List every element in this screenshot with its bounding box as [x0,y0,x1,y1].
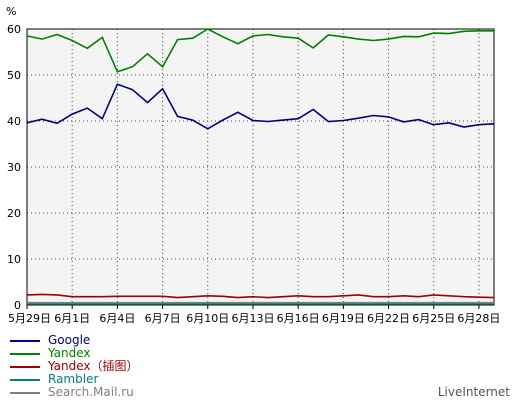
x-tick-label: 6月7日 [145,312,181,325]
x-tick-label: 6月4日 [99,312,135,325]
legend: Google Yandex Yandex（插图） Rambler Search.Mail… [10,334,139,399]
x-tick-label: 6月28日 [457,312,500,325]
legend-item: Google [10,334,139,347]
y-axis-label: % [6,5,16,18]
y-tick-label: 10 [7,253,21,266]
y-tick-label: 50 [7,69,21,82]
x-tick-label: 6月22日 [367,312,410,325]
watermark: LiveInternet [437,385,510,399]
legend-item: Search.Mail.ru [10,386,139,399]
series-line [26,28,494,73]
y-tick-label: 40 [7,115,21,128]
plot-area [27,29,494,305]
x-tick-label: 6月10日 [186,312,229,325]
legend-label: Search.Mail.ru [48,385,134,399]
legend-swatch [10,339,40,342]
x-tick-label: 6月19日 [322,312,365,325]
series-line [26,83,495,130]
legend-label: Rambler [48,372,99,386]
legend-item: Yandex（插图） [10,360,139,373]
legend-item: Yandex [10,347,139,360]
x-tick-label: 6月1日 [54,312,90,325]
x-tick-label: 6月16日 [277,312,320,325]
series-line [26,293,495,299]
y-tick-label: 20 [7,207,21,220]
legend-label: Yandex（插图） [48,359,139,373]
y-tick-label: 30 [7,161,21,174]
legend-swatch [10,365,40,368]
y-tick-label: 0 [14,299,21,312]
legend-item: Rambler [10,373,139,386]
legend-swatch [10,378,40,381]
x-tick-label: 6月13日 [231,312,274,325]
legend-swatch [10,391,40,394]
y-tick-label: 60 [7,23,21,36]
legend-label: Google [48,333,91,347]
legend-label: Yandex [48,346,91,360]
legend-swatch [10,352,40,355]
x-tick-label: 5月29日 [8,312,51,325]
plot-border [26,28,495,306]
x-tick-label: 6月25日 [412,312,455,325]
